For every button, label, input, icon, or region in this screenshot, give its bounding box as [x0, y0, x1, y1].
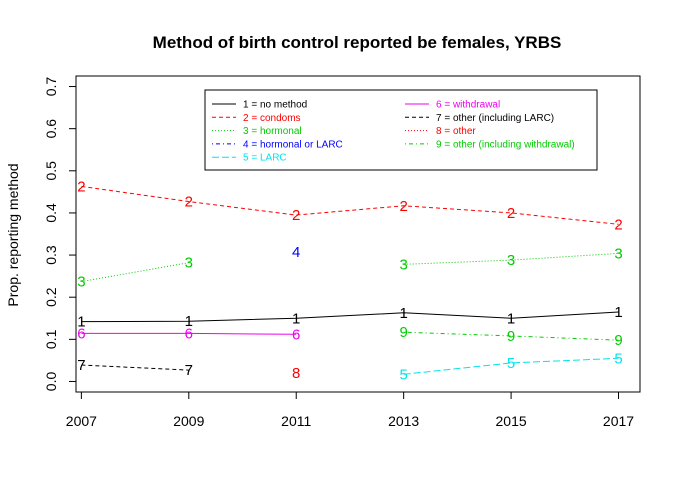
x-tick-label: 2011	[281, 413, 311, 429]
point-label-3: 3	[185, 255, 193, 272]
point-label-2: 2	[399, 198, 407, 215]
legend-label-3: 3 = hormonal	[243, 126, 302, 137]
series-line-7	[81, 364, 189, 371]
y-tick-label: 0.4	[43, 203, 59, 223]
point-label-3: 3	[507, 252, 515, 269]
legend: 1 = no method 2 = condoms 3 = hormonal 4 = …	[204, 89, 598, 171]
point-label-9: 9	[614, 332, 622, 349]
point-label-8: 8	[292, 365, 300, 382]
point-label-1: 1	[399, 305, 407, 322]
y-axis-label: Prop. reporting method	[5, 163, 21, 306]
point-label-5: 5	[399, 366, 407, 383]
point-label-3: 3	[399, 256, 407, 273]
point-label-1: 1	[507, 310, 515, 327]
legend-label-5: 5 = LARC	[243, 153, 287, 164]
point-label-9: 9	[399, 324, 407, 341]
point-label-1: 1	[614, 304, 622, 321]
x-tick-label: 2017	[603, 413, 634, 429]
y-tick-label: 0.2	[43, 287, 59, 307]
point-label-2: 2	[292, 207, 300, 224]
chart-title: Method of birth control reported be fema…	[153, 33, 562, 52]
y-tick-label: 0.5	[43, 161, 59, 181]
legend-label-1: 1 = no method	[243, 100, 307, 111]
series-lines	[81, 185, 619, 375]
point-label-6: 6	[292, 326, 300, 343]
x-tick-label: 2015	[496, 413, 527, 429]
series-line-5	[403, 357, 619, 375]
legend-label-7: 7 = other (including LARC)	[436, 113, 554, 124]
point-labels: 1 1 1 1 1 1 2 2 2 2 2 2 3 3 3 3 3 4 5 5 5 6 6 6 7 7 8 9 9 9	[77, 178, 622, 383]
point-label-1: 1	[292, 310, 300, 327]
point-label-6: 6	[185, 325, 193, 342]
point-label-7: 7	[185, 362, 193, 379]
x-tick-label: 2009	[173, 413, 204, 429]
x-tick-label: 2007	[66, 413, 97, 429]
x-axis: 2007 2009 2011 2013 2015 2017	[66, 391, 634, 429]
point-label-5: 5	[614, 350, 622, 367]
point-label-1: 1	[77, 314, 85, 331]
point-label-9: 9	[507, 328, 515, 345]
point-label-3: 3	[77, 274, 85, 291]
legend-box	[204, 89, 598, 171]
y-tick-label: 0.7	[43, 77, 59, 97]
series-line-3	[81, 262, 189, 283]
point-label-3: 3	[614, 245, 622, 262]
point-label-2: 2	[507, 205, 515, 222]
y-tick-label: 0.1	[43, 329, 59, 349]
point-label-1: 1	[185, 313, 193, 330]
y-tick-label: 0.0	[43, 372, 59, 392]
point-label-2: 2	[614, 216, 622, 233]
y-axis: 0.0 0.1 0.2 0.3 0.4 0.5 0.6 0.7	[43, 77, 77, 392]
legend-label-6: 6 = withdrawal	[436, 100, 500, 111]
legend-label-4: 4 = hormonal or LARC	[243, 139, 343, 150]
legend-label-2: 2 = condoms	[243, 113, 301, 124]
point-label-4: 4	[292, 244, 300, 261]
series-line-6	[81, 332, 297, 335]
point-label-2: 2	[77, 178, 85, 195]
point-label-6: 6	[77, 325, 85, 342]
y-tick-label: 0.6	[43, 119, 59, 139]
legend-label-8: 8 = other	[436, 126, 476, 137]
point-label-7: 7	[77, 357, 85, 374]
series-line-2	[81, 185, 619, 225]
y-tick-label: 0.3	[43, 245, 59, 265]
legend-label-9: 9 = other (including withdrawal)	[436, 139, 575, 150]
x-tick-label: 2013	[388, 413, 419, 429]
point-label-5: 5	[507, 355, 515, 372]
series-line-1	[81, 311, 619, 323]
point-label-2: 2	[185, 194, 193, 211]
